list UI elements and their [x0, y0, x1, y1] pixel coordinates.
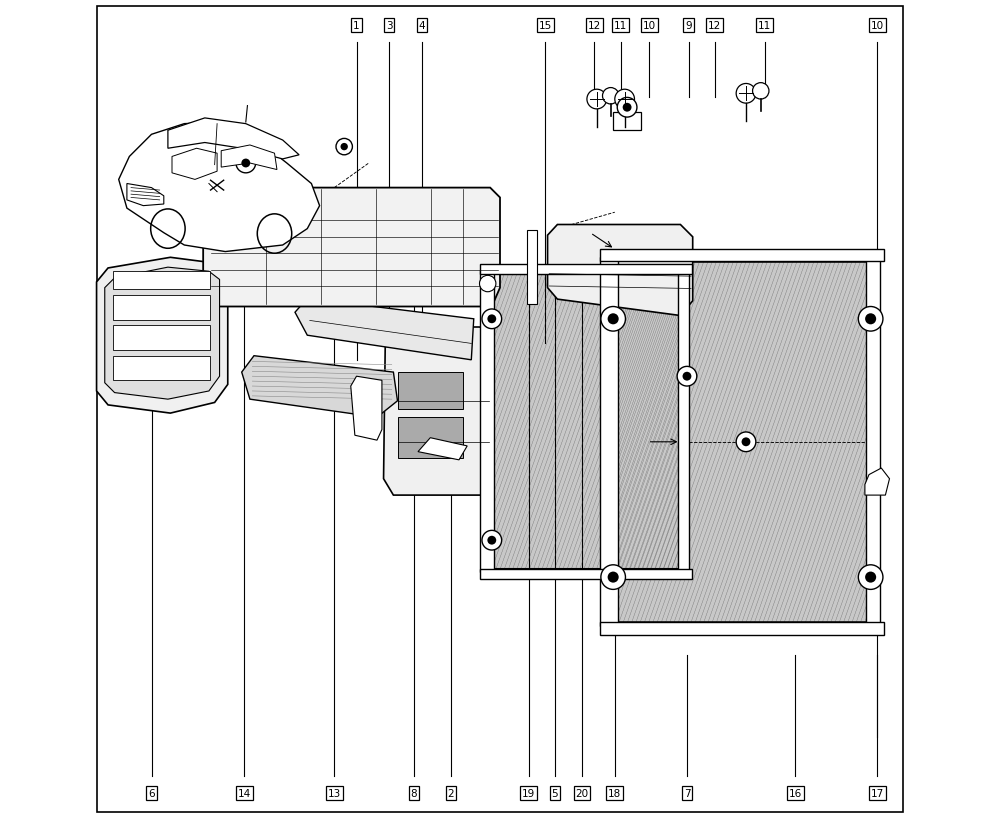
Polygon shape: [613, 113, 641, 131]
Polygon shape: [221, 146, 277, 170]
Circle shape: [615, 90, 634, 110]
Text: 10: 10: [871, 21, 884, 31]
Text: 17: 17: [871, 788, 884, 798]
Circle shape: [608, 314, 619, 325]
Circle shape: [617, 98, 637, 118]
Circle shape: [742, 438, 750, 446]
Bar: [480, 265, 692, 274]
Bar: [113, 272, 210, 290]
Polygon shape: [127, 184, 164, 206]
Circle shape: [241, 160, 250, 168]
Circle shape: [677, 367, 697, 387]
Circle shape: [236, 154, 256, 174]
Circle shape: [482, 310, 502, 329]
Bar: [615, 262, 869, 622]
Text: 12: 12: [708, 21, 721, 31]
Text: 18: 18: [608, 788, 621, 798]
Bar: [480, 569, 692, 579]
Polygon shape: [242, 356, 398, 418]
Polygon shape: [351, 377, 382, 441]
Circle shape: [479, 276, 496, 292]
Circle shape: [736, 84, 756, 104]
Text: 14: 14: [238, 788, 251, 798]
Text: 4: 4: [419, 21, 425, 31]
Text: 16: 16: [789, 788, 802, 798]
Bar: [678, 271, 689, 572]
Circle shape: [482, 531, 502, 550]
Circle shape: [858, 565, 883, 590]
Bar: [615, 262, 869, 622]
Polygon shape: [865, 468, 890, 495]
Polygon shape: [398, 373, 463, 410]
Circle shape: [736, 432, 756, 452]
Circle shape: [601, 565, 625, 590]
Polygon shape: [203, 188, 500, 307]
Bar: [113, 296, 210, 320]
Bar: [600, 250, 884, 262]
Circle shape: [487, 536, 496, 545]
Bar: [600, 622, 884, 635]
Polygon shape: [398, 418, 463, 459]
Text: 11: 11: [758, 21, 771, 31]
Bar: [492, 274, 680, 569]
Polygon shape: [384, 328, 492, 495]
Bar: [527, 231, 537, 305]
Circle shape: [336, 139, 352, 156]
Text: 13: 13: [328, 788, 341, 798]
Polygon shape: [295, 299, 474, 360]
Circle shape: [601, 307, 625, 332]
Circle shape: [341, 144, 348, 152]
Text: 19: 19: [522, 788, 535, 798]
Polygon shape: [97, 258, 228, 414]
Text: 20: 20: [575, 788, 589, 798]
Circle shape: [602, 88, 619, 105]
Polygon shape: [418, 438, 467, 460]
Polygon shape: [119, 123, 320, 252]
Bar: [113, 326, 210, 351]
Text: 11: 11: [614, 21, 627, 31]
Bar: [492, 274, 680, 569]
Text: 1: 1: [353, 21, 360, 31]
Text: 15: 15: [538, 21, 552, 31]
Bar: [480, 271, 494, 572]
Text: 5: 5: [552, 788, 558, 798]
Circle shape: [608, 572, 619, 583]
Bar: [600, 258, 618, 627]
Text: 12: 12: [588, 21, 601, 31]
Circle shape: [623, 104, 632, 112]
Text: 2: 2: [447, 788, 454, 798]
Circle shape: [865, 314, 876, 325]
Text: 6: 6: [148, 788, 155, 798]
Text: 7: 7: [684, 788, 690, 798]
Polygon shape: [168, 119, 299, 160]
Circle shape: [587, 90, 607, 110]
Polygon shape: [105, 268, 220, 400]
Polygon shape: [548, 225, 693, 316]
Circle shape: [865, 572, 876, 583]
Bar: [866, 258, 880, 627]
Circle shape: [487, 315, 496, 324]
Circle shape: [858, 307, 883, 332]
Text: 3: 3: [386, 21, 393, 31]
Bar: [113, 356, 210, 381]
Circle shape: [753, 84, 769, 100]
Polygon shape: [172, 149, 217, 180]
Text: 9: 9: [685, 21, 692, 31]
Circle shape: [683, 373, 691, 381]
Text: 10: 10: [643, 21, 656, 31]
Text: 8: 8: [411, 788, 417, 798]
